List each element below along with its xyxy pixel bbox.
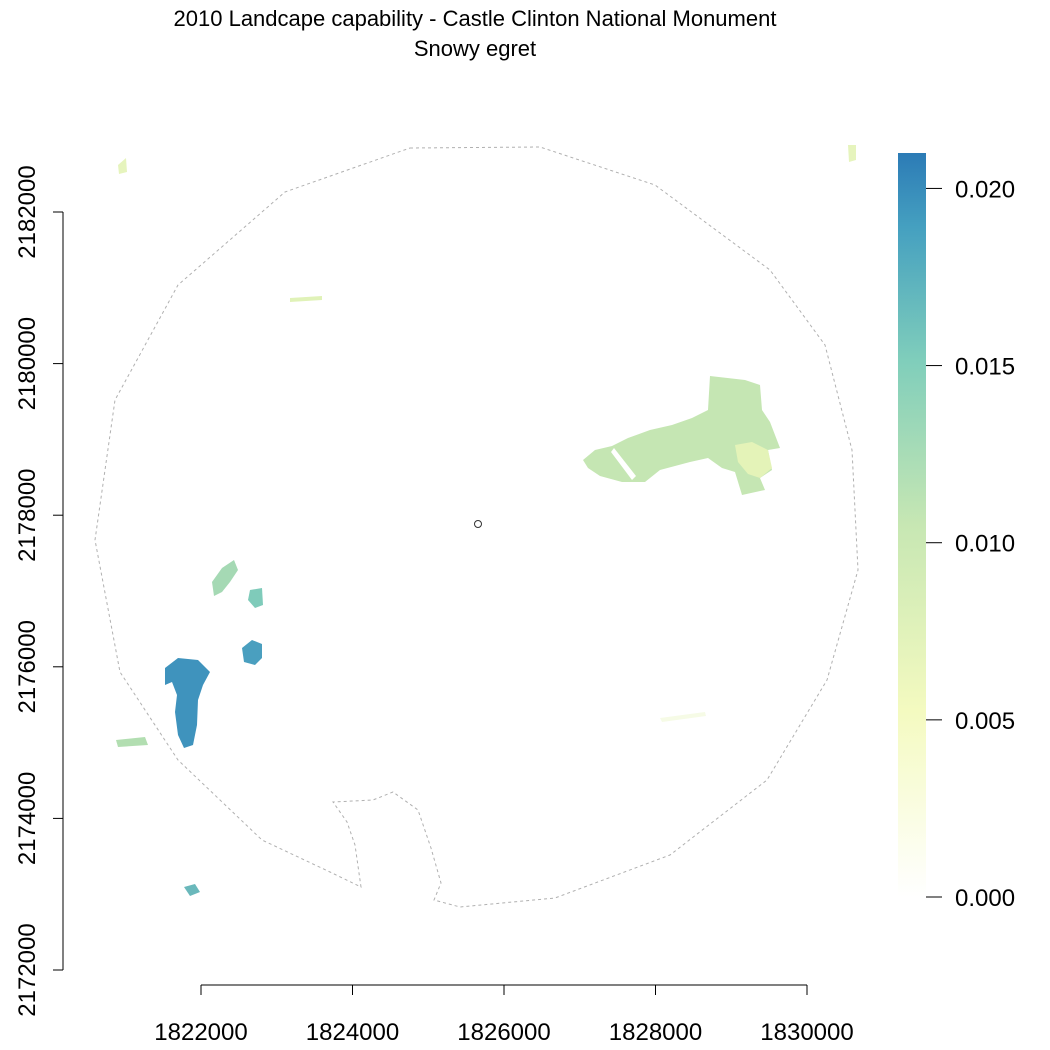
- legend-tick-label: 0.015: [955, 354, 1015, 381]
- x-tick-label: 1826000: [457, 1019, 550, 1046]
- y-tick-label: 2172000: [14, 923, 41, 1016]
- study-area-boundary: [94, 146, 859, 908]
- feature-west-pond-small: [242, 640, 262, 665]
- feature-east-wetland: [583, 376, 780, 495]
- feature-west-edge-strip: [116, 737, 148, 747]
- feature-north-east-spot: [848, 145, 856, 162]
- feature-south-east-traces: [660, 712, 706, 722]
- legend-tick-label: 0.005: [955, 708, 1015, 735]
- chart-title: 2010 Landcape capability - Castle Clinto…: [173, 6, 777, 31]
- chart-subtitle: Snowy egret: [413, 36, 537, 61]
- legend-colorbar: [898, 153, 926, 897]
- feature-south-west-spot: [184, 884, 200, 896]
- x-axis: 1822000 1824000 1826000 1828000 1830000: [154, 984, 854, 1046]
- x-tick-label: 1828000: [609, 1019, 702, 1046]
- feature-north-west-spot: [118, 158, 127, 174]
- legend-tick-label: 0.000: [955, 885, 1015, 912]
- y-axis: 2172000 2174000 2176000 2178000 2180000 21820…: [14, 165, 64, 1017]
- y-tick-label: 2178000: [14, 468, 41, 561]
- y-tick-label: 2174000: [14, 772, 41, 865]
- feature-west-pond-large: [165, 658, 210, 748]
- x-tick-label: 1822000: [154, 1019, 247, 1046]
- feature-east-wetland-gap: [611, 448, 636, 480]
- y-tick-label: 2180000: [14, 317, 41, 410]
- legend-ticks: 0.000 0.005 0.010 0.015 0.020: [926, 176, 1015, 912]
- y-tick-label: 2182000: [14, 165, 41, 258]
- x-tick-label: 1830000: [760, 1019, 853, 1046]
- site-marker: [474, 520, 482, 528]
- legend-tick-label: 0.010: [955, 531, 1015, 558]
- feature-west-cluster-b: [248, 588, 263, 608]
- feature-north-strip: [290, 296, 322, 302]
- x-tick-label: 1824000: [306, 1019, 399, 1046]
- y-tick-label: 2176000: [14, 620, 41, 713]
- feature-east-wetland-tip: [735, 442, 772, 478]
- feature-west-cluster: [212, 560, 238, 596]
- legend-tick-label: 0.020: [955, 176, 1015, 203]
- raster-features: [116, 145, 856, 896]
